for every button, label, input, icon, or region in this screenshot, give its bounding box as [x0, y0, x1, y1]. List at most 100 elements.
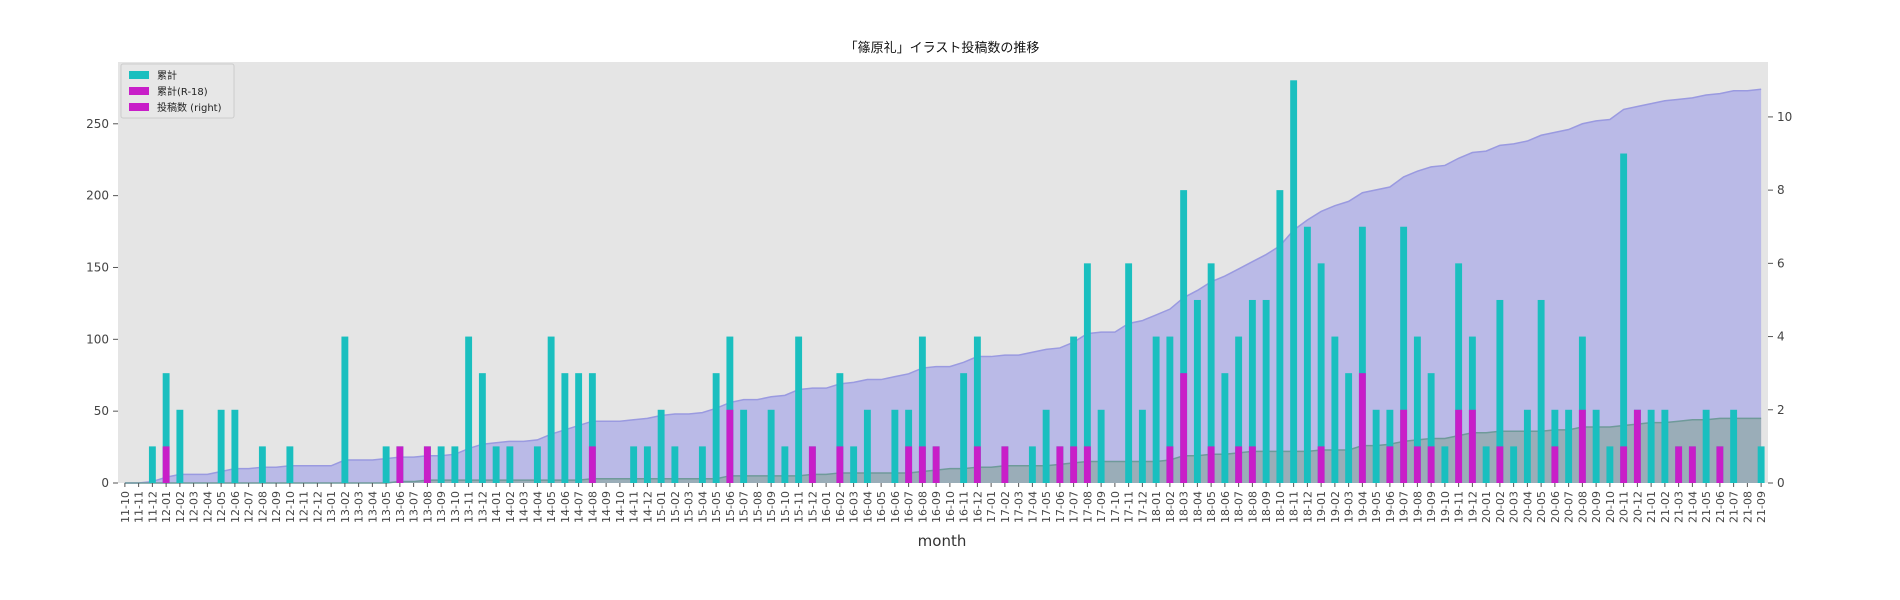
bar-posts-12-08 [258, 446, 266, 483]
bar-posts-r18-17-02 [1001, 446, 1009, 483]
bar-posts-r18-19-08 [1413, 446, 1421, 483]
bar-posts-r18-21-06 [1716, 446, 1724, 483]
bar-posts-20-02 [1496, 299, 1504, 483]
bar-posts-17-04 [1028, 446, 1036, 483]
x-tick-label-13-01: 13-01 [325, 491, 338, 523]
x-tick-label-18-07: 18-07 [1233, 491, 1246, 523]
bar-posts-18-10 [1276, 190, 1284, 483]
bar-posts-14-08 [588, 373, 596, 483]
x-tick-label-18-08: 18-08 [1246, 491, 1259, 523]
bar-posts-r18-16-02 [836, 446, 844, 483]
x-tick-label-19-01: 19-01 [1315, 491, 1328, 523]
x-tick-label-17-03: 17-03 [1013, 491, 1026, 523]
bar-posts-19-03 [1345, 373, 1353, 483]
bar-posts-12-05 [217, 409, 225, 483]
bar-posts-r18-17-08 [1083, 446, 1091, 483]
x-tick-label-14-03: 14-03 [518, 491, 531, 523]
x-tick-label-15-07: 15-07 [738, 491, 751, 523]
bar-posts-13-11 [465, 336, 473, 483]
x-tick-label-21-05: 21-05 [1700, 491, 1713, 523]
x-tick-label-11-10: 11-10 [119, 491, 132, 523]
x-tick-label-15-04: 15-04 [696, 491, 709, 523]
bar-posts-13-10 [451, 446, 459, 483]
x-tick-label-21-07: 21-07 [1728, 491, 1741, 523]
bar-posts-12-01 [162, 373, 170, 483]
x-tick-label-13-05: 13-05 [380, 491, 393, 523]
x-tick-label-17-05: 17-05 [1040, 491, 1053, 523]
bar-posts-18-08 [1248, 299, 1256, 483]
bar-posts-18-04 [1193, 299, 1201, 483]
x-tick-label-17-01: 17-01 [985, 491, 998, 523]
bar-posts-16-12 [973, 336, 981, 483]
x-tick-label-12-09: 12-09 [270, 491, 283, 523]
x-tick-label-20-10: 20-10 [1604, 491, 1617, 523]
x-tick-label-15-03: 15-03 [683, 491, 696, 523]
x-tick-label-18-03: 18-03 [1178, 491, 1191, 523]
y-left-tick-label: 100 [86, 332, 109, 346]
y-right-tick-label: 10 [1777, 110, 1792, 124]
bar-posts-18-11 [1290, 80, 1298, 484]
x-tick-label-17-08: 17-08 [1081, 491, 1094, 523]
bar-posts-12-10 [286, 446, 294, 483]
bar-posts-14-06 [561, 373, 569, 483]
bar-posts-14-01 [492, 446, 500, 483]
bar-posts-r18-18-02 [1166, 446, 1174, 483]
x-tick-label-16-04: 16-04 [861, 491, 874, 523]
x-tick-label-16-09: 16-09 [930, 491, 943, 523]
bar-posts-13-05 [382, 446, 390, 483]
x-tick-label-15-05: 15-05 [710, 491, 723, 523]
legend-swatch-2 [129, 103, 149, 111]
x-tick-label-12-06: 12-06 [229, 491, 242, 523]
bar-posts-r18-13-08 [423, 446, 431, 483]
x-tick-label-19-02: 19-02 [1329, 491, 1342, 523]
x-tick-label-19-05: 19-05 [1370, 491, 1383, 523]
x-tick-label-19-08: 19-08 [1411, 491, 1424, 523]
x-tick-label-16-11: 16-11 [958, 491, 971, 523]
x-tick-label-16-05: 16-05 [875, 491, 888, 523]
bar-posts-20-09 [1592, 409, 1600, 483]
legend-swatch-0 [129, 71, 149, 79]
bar-posts-19-05 [1372, 409, 1380, 483]
legend-label-2: 投稿数 (right) [157, 101, 222, 114]
x-tick-label-18-04: 18-04 [1191, 491, 1204, 523]
y-right-tick-label: 2 [1777, 403, 1785, 417]
bar-posts-20-01 [1482, 446, 1490, 483]
bar-posts-r18-21-03 [1675, 446, 1683, 483]
x-tick-label-17-06: 17-06 [1054, 491, 1067, 523]
x-tick-label-12-02: 12-02 [174, 491, 187, 523]
x-tick-label-16-01: 16-01 [820, 491, 833, 523]
x-tick-label-12-03: 12-03 [188, 491, 201, 523]
bar-posts-r18-16-12 [973, 446, 981, 483]
x-tick-label-21-09: 21-09 [1755, 491, 1768, 523]
x-tick-label-11-11: 11-11 [133, 491, 146, 523]
bar-posts-r18-19-06 [1386, 446, 1394, 483]
bar-posts-r18-19-11 [1455, 409, 1463, 483]
bar-posts-20-07 [1565, 409, 1573, 483]
bar-posts-19-09 [1427, 373, 1435, 483]
x-tick-label-17-10: 17-10 [1109, 491, 1122, 523]
bar-posts-r18-20-06 [1551, 446, 1559, 483]
bar-posts-12-02 [176, 409, 184, 483]
bar-posts-r18-13-06 [396, 446, 404, 483]
bar-posts-19-07 [1400, 226, 1408, 484]
bar-posts-14-04 [533, 446, 541, 483]
bar-posts-r18-16-09 [932, 446, 940, 483]
x-tick-label-17-02: 17-02 [999, 491, 1012, 523]
bar-posts-17-09 [1097, 409, 1105, 483]
bar-posts-16-04 [863, 409, 871, 483]
y-right-tick-label: 8 [1777, 183, 1785, 197]
bar-posts-15-04 [698, 446, 706, 483]
bar-posts-20-05 [1537, 299, 1545, 483]
x-tick-label-12-10: 12-10 [284, 491, 297, 523]
legend-label-1: 累計(R-18) [157, 85, 208, 98]
bar-posts-r18-16-08 [918, 446, 926, 483]
x-tick-label-14-06: 14-06 [559, 491, 572, 523]
x-tick-label-20-07: 20-07 [1563, 491, 1576, 523]
x-tick-label-18-12: 18-12 [1301, 491, 1314, 523]
bar-posts-21-01 [1647, 409, 1655, 483]
x-tick-label-13-08: 13-08 [421, 491, 434, 523]
bar-posts-21-02 [1661, 409, 1669, 483]
x-tick-label-17-12: 17-12 [1136, 491, 1149, 523]
bar-posts-r18-15-12 [808, 446, 816, 483]
